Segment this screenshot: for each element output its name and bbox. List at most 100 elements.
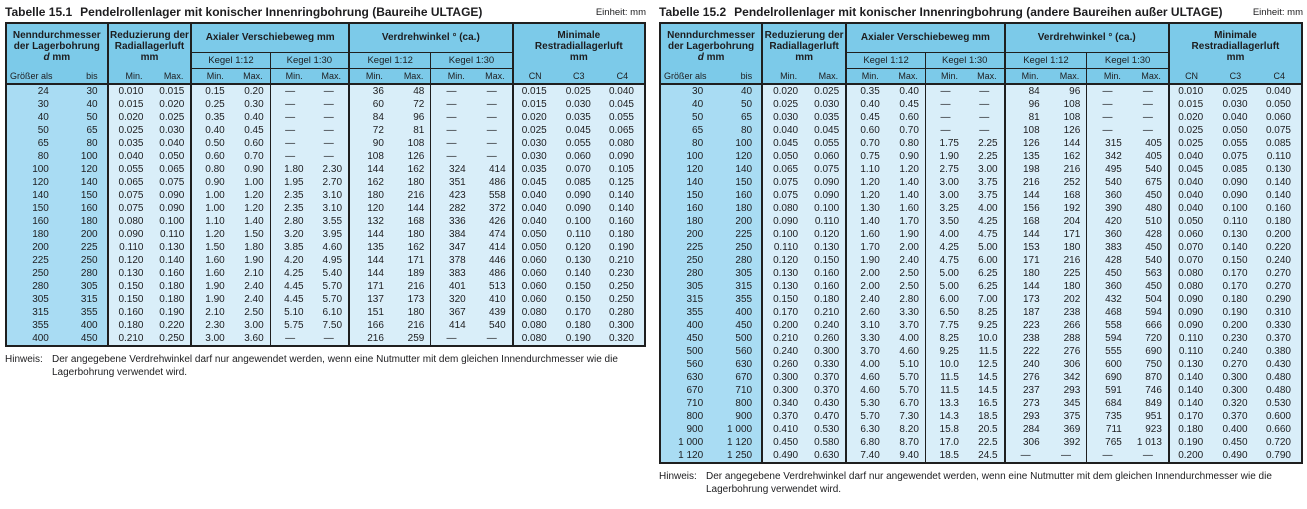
cell: 392: [1045, 436, 1088, 449]
cell: 0.25: [191, 98, 231, 111]
cell: 1 250: [717, 449, 764, 463]
cell: 375: [1045, 410, 1088, 423]
subheader-max: Max.: [1045, 68, 1088, 85]
cell: 0.180: [1213, 293, 1258, 306]
cell: 315: [660, 293, 718, 306]
cell: 0.130: [1213, 228, 1258, 241]
cell: 7.75: [925, 319, 965, 332]
subheader-angle-kegel-112: Kegel 1:12: [349, 52, 432, 69]
cell: 280: [6, 280, 63, 293]
cell: 144: [1004, 228, 1046, 241]
cell: 173: [389, 293, 432, 306]
cell: 306: [1004, 436, 1046, 449]
cell: 0.090: [556, 202, 601, 215]
cell: 0.040: [1168, 176, 1214, 189]
bore-title-line: der Lagerbohrung: [13, 40, 100, 52]
cell: 0.300: [1213, 371, 1258, 384]
cell: 0.040: [512, 189, 557, 202]
cell: 0.160: [149, 267, 193, 280]
cell: 8.25: [965, 306, 1006, 319]
cell: 3.70: [846, 345, 886, 358]
cell: 0.320: [1213, 397, 1258, 410]
cell: 1.90: [846, 254, 886, 267]
cell: —: [430, 332, 472, 346]
table-row: 40 50 0.020 0.025 0.35 0.40— —84 96— —0.020 0.035…: [6, 111, 645, 124]
cell: 0.045: [556, 124, 601, 137]
table-row: 180 200 0.090 0.110 1.40 1.70 3.50 4.25 168 204 42…: [660, 215, 1302, 228]
col-header-clearance: Minimale Restradiallagerluft mm: [512, 23, 645, 68]
cell: 0.040: [1168, 189, 1214, 202]
cell: 266: [1045, 319, 1088, 332]
cell: 137: [349, 293, 390, 306]
cell: 100: [660, 150, 718, 163]
cell: —: [270, 111, 310, 124]
clearance-title-line: Minimale: [557, 29, 601, 41]
cell: 180: [717, 202, 764, 215]
clearance-unit: mm: [569, 51, 588, 63]
cell: 0.040: [1168, 150, 1214, 163]
cell: 1.20: [885, 163, 926, 176]
cell: 0.660: [1257, 423, 1302, 436]
subheader-min: Min.: [762, 68, 805, 85]
cell: 345: [1045, 397, 1088, 410]
table-row: 400 450 0.200 0.240 3.10 3.70 7.75 9.25 223 266 55…: [660, 319, 1302, 332]
cell: 315: [6, 306, 63, 319]
subheader-axial-kegel-130: Kegel 1:30: [925, 52, 1006, 69]
cell: 0.075: [107, 189, 150, 202]
cell: 0.400: [1213, 423, 1258, 436]
cell: 18.5: [965, 410, 1006, 423]
cell: 0.370: [1213, 410, 1258, 423]
cell: 405: [1127, 137, 1170, 150]
cell: 0.370: [804, 371, 848, 384]
cell: 5.70: [309, 293, 351, 306]
cell: 0.250: [149, 332, 193, 346]
cell: 284: [1004, 423, 1046, 436]
cell: 400: [660, 319, 718, 332]
cell: 0.055: [600, 111, 645, 124]
cell: 0.260: [804, 332, 848, 345]
cell: 0.050: [1257, 98, 1302, 111]
cell: 5.75: [270, 319, 310, 332]
cell: 0.120: [762, 254, 805, 267]
cell: —: [309, 332, 351, 346]
cell: —: [965, 111, 1006, 124]
cell: 135: [1004, 150, 1046, 163]
cell: 5.70: [885, 371, 926, 384]
cell: 216: [389, 319, 432, 332]
cell: 140: [62, 176, 109, 189]
cell: 450: [1127, 189, 1170, 202]
cell: 410: [471, 293, 514, 306]
cell: 200: [62, 228, 109, 241]
subheader-angle-kegel-130: Kegel 1:30: [1086, 52, 1170, 69]
subheader-min: Min.: [925, 68, 965, 85]
cell: 0.190: [1213, 306, 1258, 319]
cell: 558: [471, 189, 514, 202]
table-row: 200 225 0.110 0.130 1.50 1.80 3.85 4.60 135 162 34…: [6, 241, 645, 254]
cell: 0.120: [804, 228, 848, 241]
cell: —: [965, 124, 1006, 137]
cell: 0.045: [512, 176, 557, 189]
cell: 684: [1086, 397, 1128, 410]
cell: 0.030: [1213, 98, 1258, 111]
subheader-greater-than: Größer als: [660, 68, 718, 85]
cell: 800: [717, 397, 764, 410]
cell: 0.30: [230, 98, 271, 111]
cell: 4.00: [885, 332, 926, 345]
cell: 0.140: [1213, 241, 1258, 254]
cell: 2.80: [885, 293, 926, 306]
cell: 0.080: [1168, 280, 1214, 293]
cell: 355: [717, 293, 764, 306]
cell: 7.40: [846, 449, 886, 463]
cell: 144: [349, 228, 390, 241]
cell: 4.60: [846, 371, 886, 384]
cell: 0.030: [512, 137, 557, 150]
cell: 900: [717, 410, 764, 423]
cell: 0.130: [804, 241, 848, 254]
cell: 0.210: [600, 254, 645, 267]
cell: —: [965, 84, 1006, 98]
cell: 0.240: [1257, 254, 1302, 267]
cell: 1.90: [191, 280, 231, 293]
reduction-title-line: Reduzierung der: [110, 29, 189, 41]
cell: 2.70: [309, 176, 351, 189]
cell: 5.10: [270, 306, 310, 319]
